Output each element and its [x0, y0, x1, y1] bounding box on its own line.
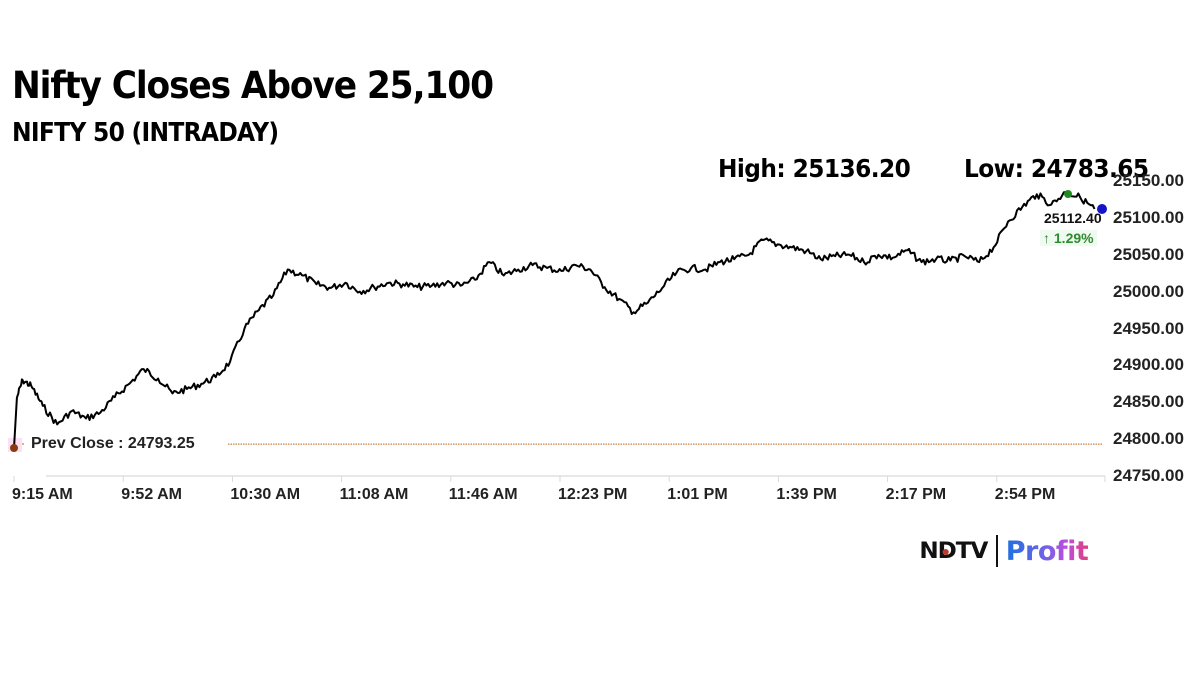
- x-axis-label: 12:23 PM: [558, 486, 628, 503]
- prev-close-label: Prev Close : 24793.25: [31, 435, 195, 452]
- x-axis-label: 11:08 AM: [339, 486, 409, 503]
- ndtv-wordmark: NDTV: [919, 538, 988, 564]
- y-axis-label: 24950.00: [1113, 318, 1184, 338]
- logo-divider: [995, 535, 998, 567]
- change-percent-badge: ↑ 1.29%: [1040, 230, 1097, 246]
- chart-subtitle: NIFTY 50 (INTRADAY): [12, 118, 279, 148]
- y-axis-label: 25150.00: [1113, 171, 1184, 190]
- x-axis-label: 1:01 PM: [667, 486, 728, 503]
- x-axis-label: 2:17 PM: [885, 486, 947, 503]
- x-axis-label: 10:30 AM: [230, 486, 301, 503]
- day-high-marker: [1064, 190, 1072, 198]
- x-axis-label: 11:46 AM: [448, 486, 518, 503]
- logo-dot-icon: [942, 548, 949, 555]
- y-axis-label: 24750.00: [1113, 466, 1184, 485]
- prev-close-marker: [10, 444, 18, 452]
- y-axis-label: 25050.00: [1113, 244, 1184, 264]
- x-axis-label: 1:39 PM: [776, 486, 837, 503]
- x-axis-label: 2:54 PM: [994, 486, 1056, 503]
- day-high-label: High: 25136.20: [718, 154, 911, 183]
- y-axis-label: 24900.00: [1113, 355, 1184, 375]
- price-line: [13, 191, 1096, 449]
- y-axis-label: 24850.00: [1113, 392, 1184, 412]
- headline: Nifty Closes Above 25,100: [12, 64, 494, 107]
- y-axis-label: 25100.00: [1113, 207, 1184, 227]
- last-price-label: 25112.40: [1044, 210, 1102, 226]
- last-price-marker: [1097, 204, 1107, 214]
- y-axis-label: 25000.00: [1113, 281, 1184, 301]
- ndtv-profit-logo: NDTV Profit: [919, 534, 1089, 568]
- y-axis-label: 24800.00: [1113, 429, 1184, 449]
- x-axis-ticks: [13, 476, 1106, 482]
- x-axis-label: 9:15 AM: [12, 486, 73, 503]
- x-axis-label: 9:52 AM: [121, 486, 182, 503]
- profit-wordmark: Profit: [1005, 535, 1089, 567]
- day-low-label: Low: 24783.65: [964, 154, 1149, 183]
- ndtv-text: NDTV: [919, 538, 988, 564]
